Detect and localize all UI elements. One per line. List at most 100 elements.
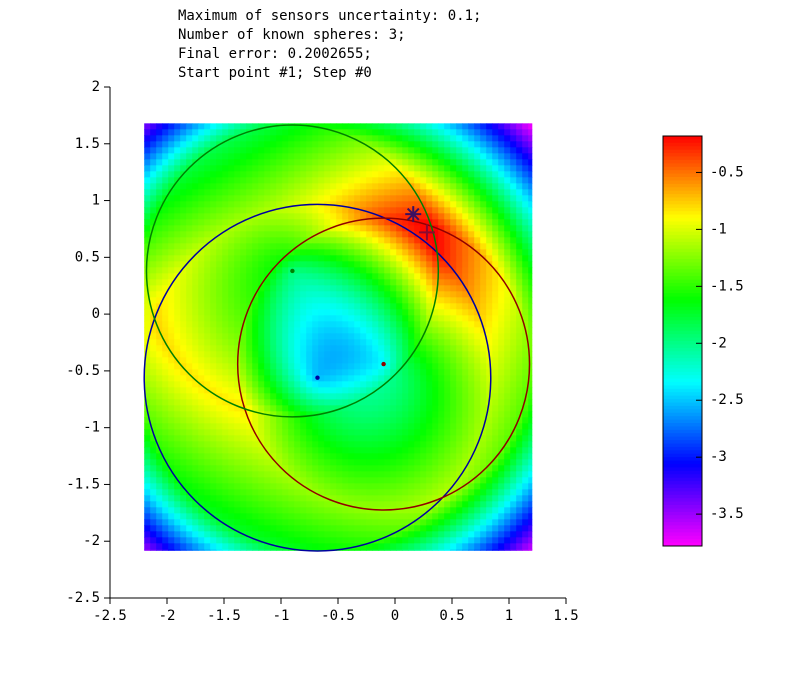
- heatmap-cell: [222, 327, 229, 334]
- heatmap-cell: [366, 225, 373, 232]
- heatmap-cell: [354, 309, 361, 316]
- heatmap-cell: [180, 507, 187, 514]
- heatmap-cell: [402, 375, 409, 382]
- heatmap-cell: [252, 357, 259, 364]
- heatmap-cell: [450, 477, 457, 484]
- heatmap-cell: [420, 447, 427, 454]
- heatmap-cell: [300, 507, 307, 514]
- heatmap-cell: [300, 255, 307, 262]
- heatmap-cell: [366, 267, 373, 274]
- heatmap-cell: [270, 453, 277, 460]
- heatmap-cell: [450, 231, 457, 238]
- heatmap-cell: [318, 507, 325, 514]
- heatmap-cell: [276, 183, 283, 190]
- heatmap-cell: [414, 411, 421, 418]
- heatmap-cell: [222, 357, 229, 364]
- heatmap-cell: [468, 255, 475, 262]
- heatmap-cell: [468, 267, 475, 274]
- heatmap-cell: [210, 159, 217, 166]
- heatmap-cell: [438, 255, 445, 262]
- heatmap-cell: [150, 249, 157, 256]
- heatmap-cell: [330, 249, 337, 256]
- heatmap-cell: [414, 183, 421, 190]
- y-tick-label: -2.5: [66, 590, 100, 606]
- heatmap-cell: [198, 531, 205, 538]
- point-marker: [418, 224, 435, 241]
- heatmap-cell: [462, 411, 469, 418]
- heatmap-cell: [492, 309, 499, 316]
- heatmap-cell: [144, 363, 151, 370]
- heatmap-cell: [492, 207, 499, 214]
- heatmap-cell: [330, 291, 337, 298]
- heatmap-cell: [408, 291, 415, 298]
- heatmap-cell: [144, 147, 151, 154]
- heatmap-cell: [240, 129, 247, 136]
- heatmap-cell: [144, 207, 151, 214]
- heatmap-cell: [366, 315, 373, 322]
- heatmap-cell: [192, 219, 199, 226]
- heatmap-cell: [468, 285, 475, 292]
- heatmap-cell: [144, 423, 151, 430]
- heatmap-cell: [300, 195, 307, 202]
- heatmap-cell: [438, 171, 445, 178]
- heatmap-cell: [192, 489, 199, 496]
- heatmap-cell: [300, 501, 307, 508]
- heatmap-cell: [408, 363, 415, 370]
- heatmap-cell: [306, 399, 313, 406]
- heatmap-cell: [300, 327, 307, 334]
- heatmap-cell: [174, 207, 181, 214]
- heatmap-cell: [198, 231, 205, 238]
- heatmap-cell: [522, 231, 529, 238]
- heatmap-cell: [456, 177, 463, 184]
- heatmap-cell: [462, 477, 469, 484]
- heatmap-cell: [204, 483, 211, 490]
- heatmap-cell: [420, 411, 427, 418]
- heatmap-cell: [396, 141, 403, 148]
- heatmap-cell: [204, 153, 211, 160]
- heatmap-cell: [516, 411, 523, 418]
- heatmap-cell: [516, 225, 523, 232]
- heatmap-cell: [402, 243, 409, 250]
- heatmap-cell: [354, 405, 361, 412]
- heatmap-cell: [456, 141, 463, 148]
- heatmap-cell: [174, 447, 181, 454]
- heatmap-cell: [156, 183, 163, 190]
- heatmap-cell: [504, 183, 511, 190]
- heatmap-cell: [474, 531, 481, 538]
- heatmap-cell: [306, 291, 313, 298]
- heatmap-cell: [156, 537, 163, 544]
- heatmap-cell: [390, 297, 397, 304]
- heatmap-cell: [318, 543, 325, 550]
- heatmap-cell: [408, 399, 415, 406]
- heatmap-cell: [468, 471, 475, 478]
- heatmap-cell: [270, 273, 277, 280]
- heatmap-cell: [198, 465, 205, 472]
- heatmap-cell: [522, 417, 529, 424]
- heatmap-cell: [528, 327, 533, 334]
- colorbar-strip: [663, 426, 702, 431]
- heatmap-cell: [174, 507, 181, 514]
- heatmap-cell: [468, 225, 475, 232]
- heatmap-cell: [294, 315, 301, 322]
- heatmap-cell: [156, 339, 163, 346]
- heatmap-cell: [402, 201, 409, 208]
- heatmap-cell: [408, 207, 415, 214]
- heatmap-cell: [150, 405, 157, 412]
- heatmap-cell: [288, 525, 295, 532]
- heatmap-cell: [438, 279, 445, 286]
- heatmap-cell: [198, 453, 205, 460]
- heatmap-cell: [312, 393, 319, 400]
- heatmap-cell: [300, 339, 307, 346]
- heatmap-cell: [414, 225, 421, 232]
- heatmap-cell: [420, 135, 427, 142]
- heatmap-cell: [384, 531, 391, 538]
- heatmap-cell: [174, 327, 181, 334]
- heatmap-cell: [144, 291, 151, 298]
- colorbar-strip: [663, 382, 702, 386]
- heatmap-cell: [300, 531, 307, 538]
- overlay: [143, 124, 531, 552]
- heatmap-cell: [282, 495, 289, 502]
- heatmap-cell: [162, 141, 169, 148]
- heatmap-cell: [162, 159, 169, 166]
- heatmap-cell: [504, 357, 511, 364]
